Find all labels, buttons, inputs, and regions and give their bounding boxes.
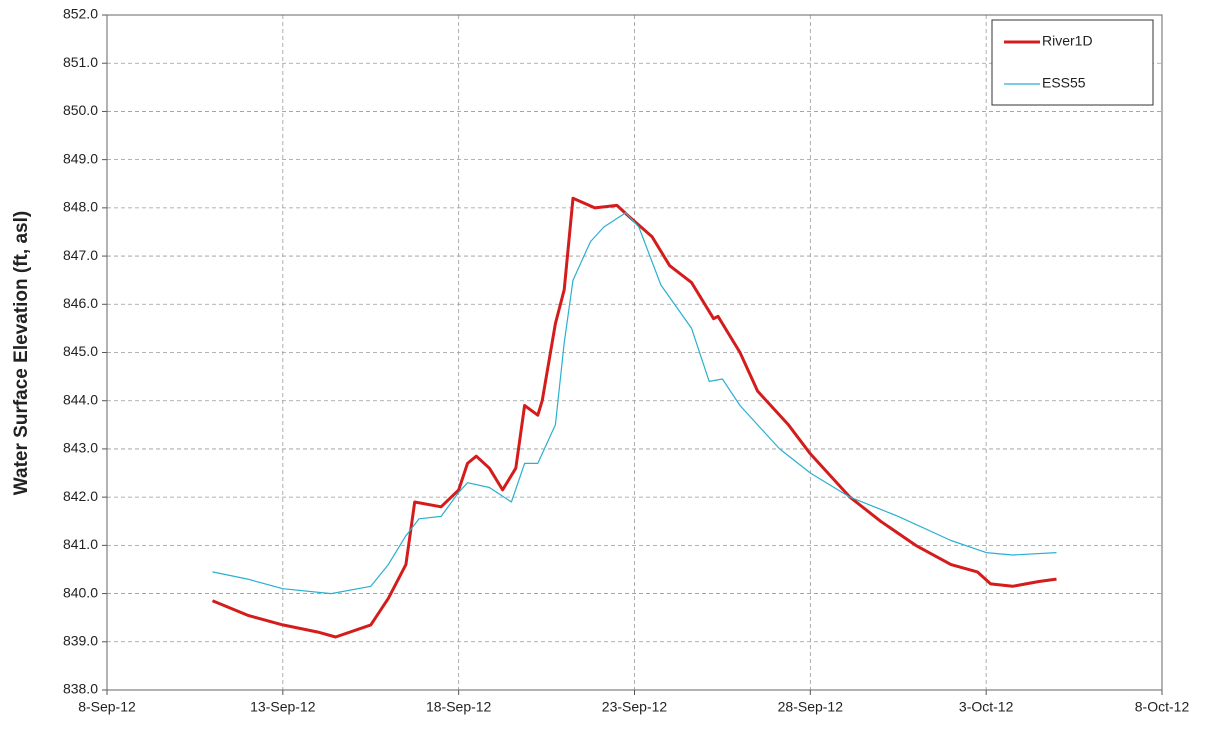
y-axis-title: Water Surface Elevation (ft, asl) xyxy=(11,211,32,495)
x-tick-label: 23-Sep-12 xyxy=(602,699,668,715)
y-tick-label: 847.0 xyxy=(63,247,98,263)
y-tick-label: 841.0 xyxy=(63,536,98,552)
y-tick-label: 845.0 xyxy=(63,343,98,359)
x-tick-label: 18-Sep-12 xyxy=(426,699,492,715)
y-tick-label: 844.0 xyxy=(63,391,98,407)
x-tick-label: 8-Oct-12 xyxy=(1135,699,1190,715)
y-tick-label: 838.0 xyxy=(63,681,98,697)
y-tick-label: 850.0 xyxy=(63,102,98,118)
y-tick-label: 851.0 xyxy=(63,54,98,70)
y-tick-label: 839.0 xyxy=(63,632,98,648)
y-tick-label: 846.0 xyxy=(63,295,98,311)
series-line xyxy=(211,196,1057,639)
y-tick-label: 848.0 xyxy=(63,199,98,215)
x-tick-label: 3-Oct-12 xyxy=(959,699,1014,715)
x-tick-label: 8-Sep-12 xyxy=(78,699,136,715)
legend-box xyxy=(991,19,1154,106)
legend-label: River1D xyxy=(1042,33,1093,49)
legend-label: ESS55 xyxy=(1042,75,1086,91)
y-tick-label: 852.0 xyxy=(63,6,98,22)
x-tick-label: 28-Sep-12 xyxy=(778,699,844,715)
y-tick-label: 840.0 xyxy=(63,584,98,600)
y-tick-label: 843.0 xyxy=(63,440,98,456)
y-tick-label: 849.0 xyxy=(63,150,98,166)
series-line xyxy=(212,212,1057,595)
plot-area xyxy=(106,14,1163,691)
x-tick-label: 13-Sep-12 xyxy=(250,699,316,715)
y-tick-label: 842.0 xyxy=(63,488,98,504)
